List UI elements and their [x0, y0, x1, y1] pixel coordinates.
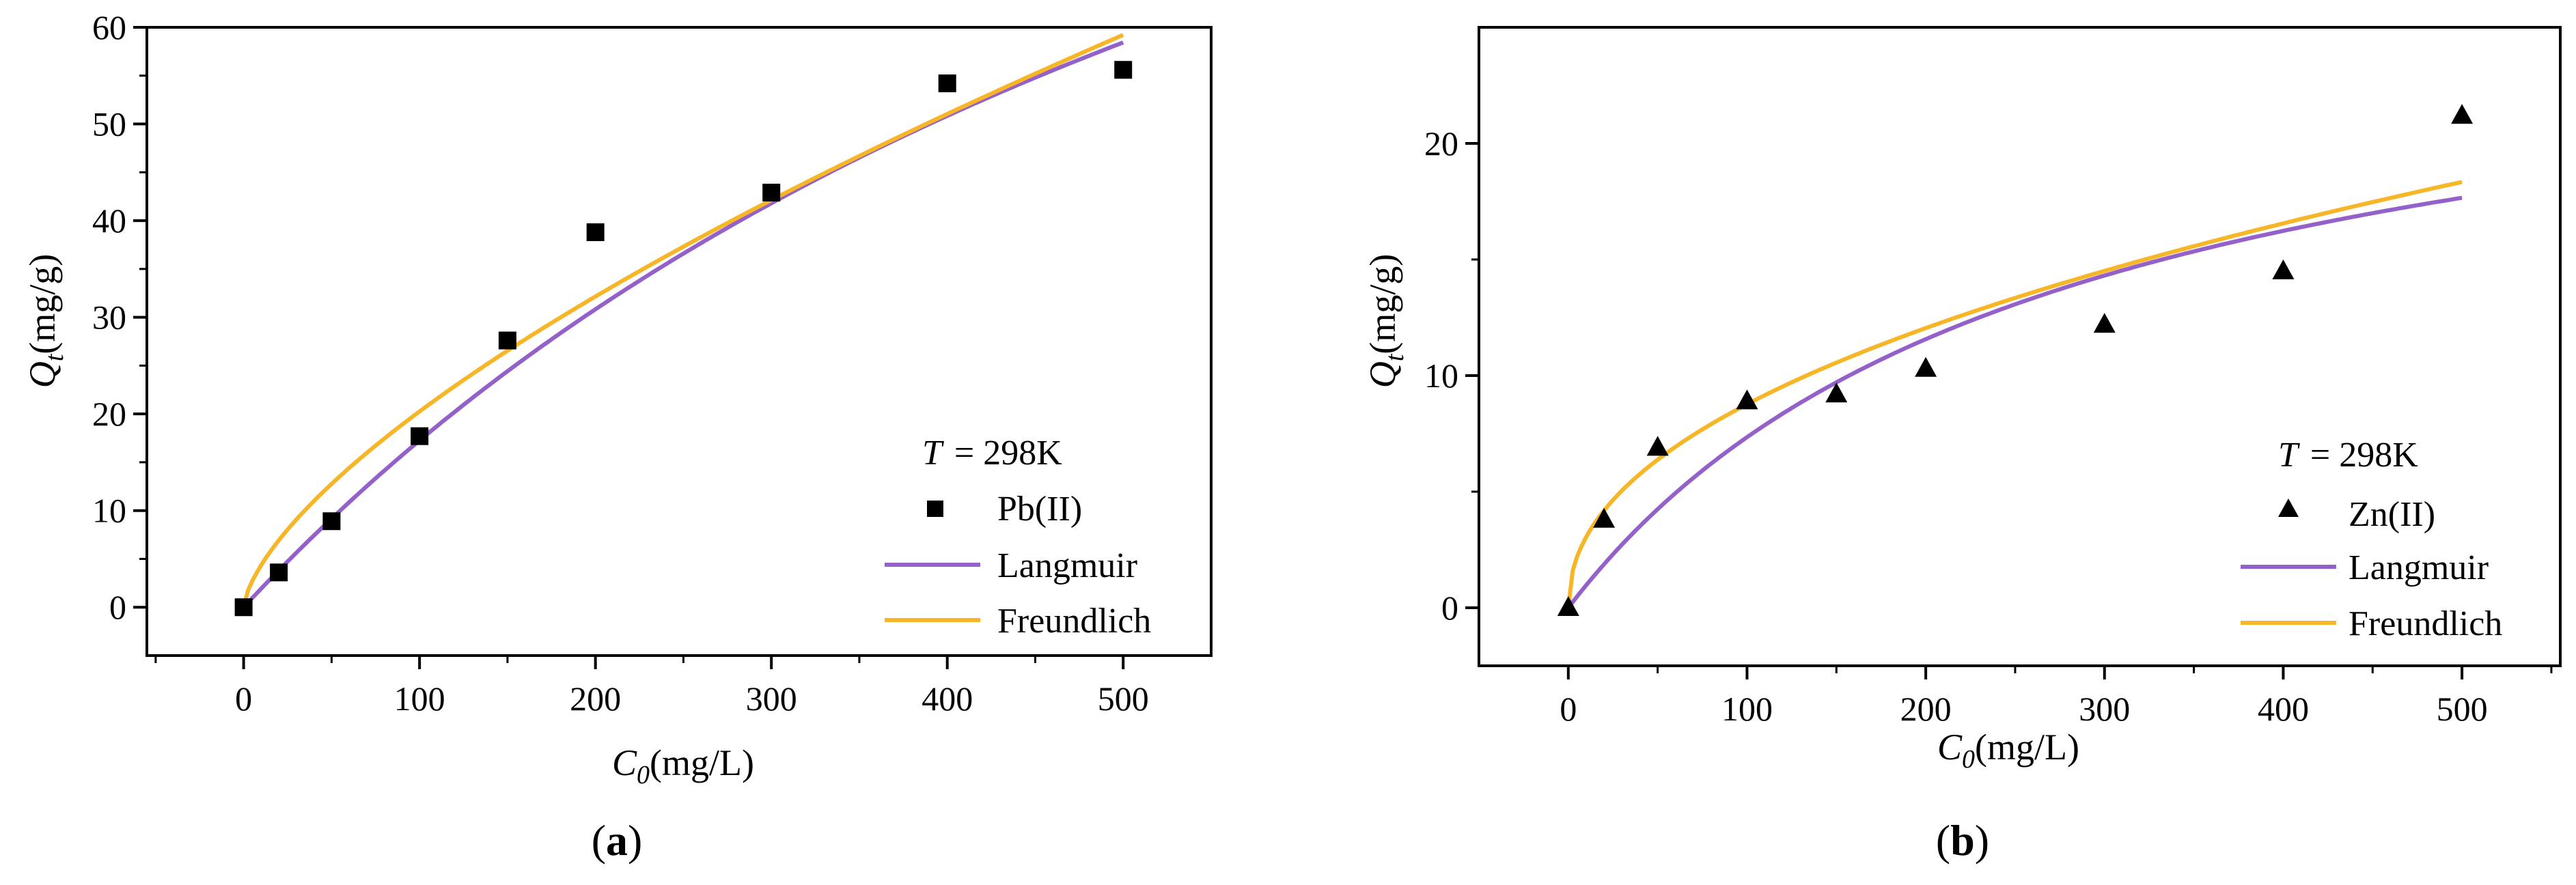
panel-a-x-tick-label: 200 — [570, 679, 621, 718]
panel-b-y-tick-label: 0 — [1441, 589, 1458, 627]
panel-a-data-point — [762, 184, 781, 202]
panel-a-legend-label-pb: Pb(II) — [997, 490, 1082, 529]
panel-b-x-axis-label: C0(mg/L) — [1937, 727, 2079, 774]
panel-b-x-tick-label: 500 — [2437, 690, 2488, 728]
panel-b-points — [1557, 104, 2474, 616]
panel-a-data-point — [322, 512, 341, 531]
panel-a-curves — [241, 33, 1124, 609]
panel-b-temperature-label: T = 298K — [2278, 436, 2418, 475]
panel-a-x-axis-label: C0(mg/L) — [612, 742, 754, 789]
panel-b-data-point — [1825, 382, 1848, 403]
panel-b-axes-frame — [1478, 26, 2562, 667]
panel-a-y-tick-label: 20 — [92, 395, 126, 433]
panel-b-label: (b) — [1936, 816, 1989, 865]
panel-a-x-tick-label: 0 — [235, 679, 252, 718]
panel-a-freundlich-curve — [241, 33, 1124, 608]
panel-a-data-point — [270, 563, 288, 582]
panel-b-x-tick-label: 200 — [1900, 690, 1952, 728]
panel-b-x-tick-label: 100 — [1721, 690, 1773, 728]
panel-a-temperature-label: T = 298K — [922, 434, 1062, 473]
panel-a-legend-label-langmuir: Langmuir — [997, 546, 1137, 585]
panel-a-y-tick-label: 10 — [92, 492, 126, 530]
panel-a-data-point — [1114, 61, 1133, 79]
panel-a-y-tick-label: 0 — [109, 588, 126, 626]
panel-a-points — [234, 61, 1133, 617]
panel-b-x-tick-label: 400 — [2258, 690, 2309, 728]
panel-b-legend-label-langmuir: Langmuir — [2349, 548, 2489, 587]
panel-b-curves — [1566, 180, 2463, 609]
panel-b-y-axis-label: Qt(mg/g) — [1362, 254, 1409, 389]
panel-a-label: (a) — [592, 816, 643, 865]
panel-b-ticks: 0 100 200 300 400 500 0 10 20 — [1424, 124, 2553, 728]
panel-b-data-point — [2093, 313, 2116, 333]
panel-a-x-tick-label: 100 — [394, 679, 445, 718]
panel-a-y-tick-label: 40 — [92, 201, 126, 240]
panel-b-legend-marker-zn — [2278, 498, 2299, 517]
panel-a: 0 100 200 300 400 500 0 10 20 30 40 50 60 C0(mg/L) Q… — [22, 8, 1213, 865]
panel-b-y-tick-label: 10 — [1424, 356, 1458, 395]
panel-b-data-point — [1736, 389, 1758, 410]
panel-a-legend-marker-pb — [927, 501, 943, 517]
panel-b-langmuir-curve — [1566, 195, 2463, 609]
panel-a-data-point — [411, 427, 429, 445]
panel-a-axes-frame — [146, 26, 1213, 657]
panel-a-legend-label-freundlich: Freundlich — [997, 602, 1151, 641]
panel-a-x-tick-label: 500 — [1098, 679, 1149, 718]
panel-b-x-tick-label: 300 — [2079, 690, 2130, 728]
panel-a-y-axis-label: Qt(mg/g) — [22, 254, 69, 389]
panel-b-data-point — [1557, 596, 1579, 616]
panel-b-freundlich-curve — [1566, 180, 2463, 608]
panel-b-y-tick-label: 20 — [1424, 124, 1458, 163]
panel-a-data-point — [586, 223, 605, 242]
panel-b-legend-label-freundlich: Freundlich — [2349, 604, 2502, 643]
panel-b-data-point — [2272, 259, 2295, 279]
panel-a-y-tick-label: 60 — [92, 8, 126, 46]
panel-a-y-tick-label: 50 — [92, 105, 126, 143]
panel-a-x-tick-label: 400 — [922, 679, 973, 718]
panel-b-data-point — [2451, 104, 2474, 124]
panel-a-x-tick-label: 300 — [746, 679, 797, 718]
panel-a-ticks: 0 100 200 300 400 500 0 10 20 30 40 50 60 — [92, 8, 1149, 718]
panel-b-data-point — [1646, 436, 1669, 456]
panel-b-data-point — [1593, 507, 1616, 528]
panel-a-langmuir-curve — [242, 40, 1124, 609]
panel-b-x-tick-label: 0 — [1560, 690, 1577, 728]
panel-a-data-point — [938, 74, 956, 93]
panel-b-legend-label-zn: Zn(II) — [2349, 495, 2435, 534]
panel-b-data-point — [1915, 356, 1937, 377]
panel-a-y-tick-label: 30 — [92, 298, 126, 337]
panel-a-data-point — [234, 598, 253, 617]
panel-a-data-point — [498, 331, 516, 350]
